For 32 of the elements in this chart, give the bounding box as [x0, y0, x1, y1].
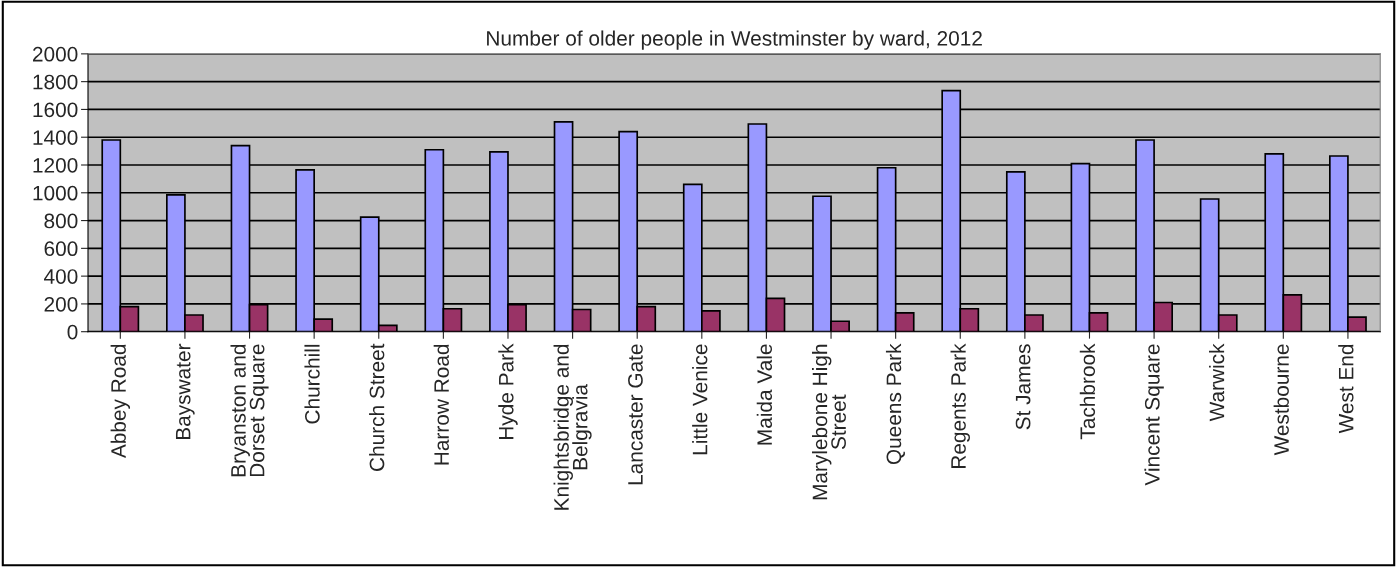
- x-tick-label: Bayswater: [175, 343, 195, 440]
- x-tick-label: Knightsbridge and Belgravia: [553, 344, 592, 510]
- x-tick-label: St James: [1015, 344, 1031, 430]
- y-tick-label: 800: [44, 213, 78, 229]
- x-tick-label: Warwick: [1209, 343, 1225, 422]
- x-tick-label: Abbey Road: [110, 344, 131, 459]
- x-tick-label: Westbourne: [1273, 344, 1289, 456]
- x-tick-label: Bryanston and Dorset Square: [230, 344, 269, 477]
- x-tick-label: Harrow Road: [433, 344, 449, 465]
- x-tick-label: Church Street: [369, 343, 385, 471]
- y-tick-label: 1800: [33, 74, 78, 90]
- y-tick-label: 0: [67, 324, 78, 340]
- y-tick-label: 200: [44, 296, 78, 312]
- x-tick-label: Little Venice: [692, 344, 708, 455]
- x-tick-label: Queens Park: [885, 343, 905, 465]
- y-tick-label: 600: [44, 241, 78, 257]
- y-tick-label: 1000: [33, 185, 78, 201]
- x-tick-label: Tachbrook: [1079, 343, 1096, 440]
- x-tick-label: Regents Park: [950, 343, 970, 469]
- y-tick-label: 1200: [33, 158, 78, 173]
- x-tick-label: Lancaster Gate: [628, 344, 643, 485]
- y-tick-label: 1400: [33, 130, 78, 145]
- chart-title: Number of older people in Westminster by ward, 2012: [487, 30, 982, 50]
- x-tick-label: Marylebone High Street: [812, 344, 846, 500]
- y-tick-label: 400: [44, 269, 78, 284]
- x-tick-label: West End: [1338, 344, 1354, 434]
- x-tick-label: Hyde Park: [498, 343, 518, 440]
- x-tick-label: Churchill: [304, 344, 320, 424]
- y-tick-label: 2000: [33, 46, 78, 62]
- y-tick-label: 1600: [33, 102, 78, 118]
- x-tick-label: Vincent Square: [1144, 344, 1164, 486]
- x-tick-label: Maida Vale: [756, 344, 773, 445]
